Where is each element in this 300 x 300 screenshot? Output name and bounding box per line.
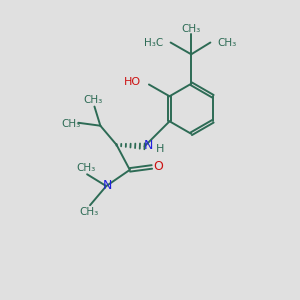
- Text: CH₃: CH₃: [61, 119, 80, 129]
- Text: H: H: [156, 144, 164, 154]
- Text: CH₃: CH₃: [83, 95, 103, 105]
- Text: CH₃: CH₃: [76, 163, 95, 173]
- Text: CH₃: CH₃: [79, 207, 98, 217]
- Text: H₃C: H₃C: [144, 38, 163, 47]
- Text: N: N: [102, 179, 112, 192]
- Text: N: N: [144, 139, 153, 152]
- Text: CH₃: CH₃: [182, 24, 201, 34]
- Text: CH₃: CH₃: [218, 38, 237, 47]
- Text: O: O: [153, 160, 163, 173]
- Text: HO: HO: [124, 77, 141, 87]
